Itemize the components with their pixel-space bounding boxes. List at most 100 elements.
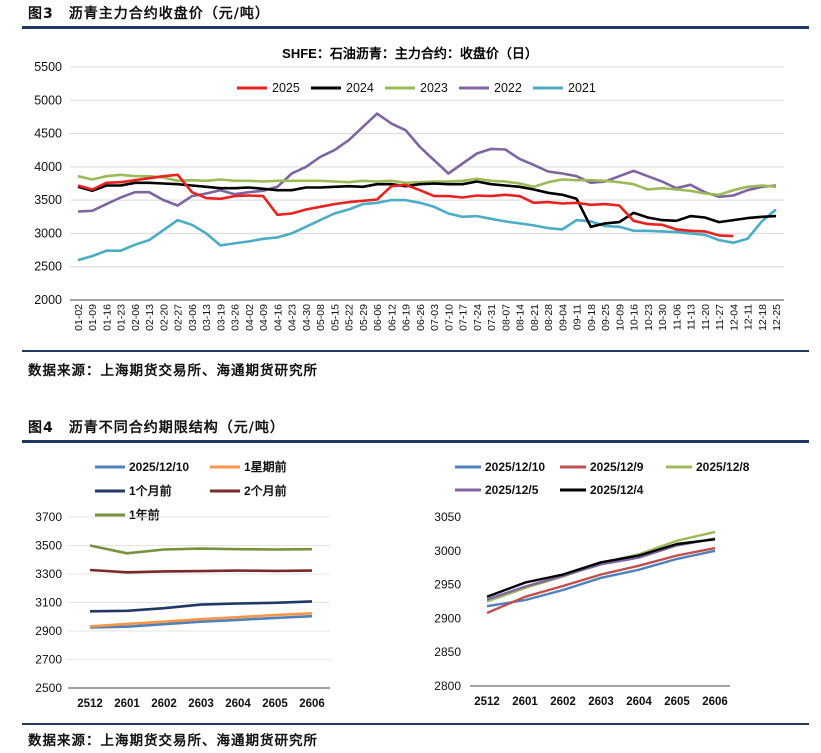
right-x-tick-label: 2606	[702, 696, 728, 708]
right-y-tick-label: 2850	[434, 645, 461, 659]
main-legend-label-2022: 2022	[494, 81, 522, 95]
main-y-tick-label: 4500	[34, 127, 62, 141]
main-x-tick-label: 04-30	[301, 304, 313, 331]
figure4-source: 数据来源：上海期货交易所、海通期货研究所	[28, 733, 318, 749]
main-x-tick-label: 12-04	[728, 304, 740, 331]
left-chart-gridlines	[68, 516, 330, 660]
main-x-tick-label: 08-28	[543, 304, 555, 331]
main-x-tick-label: 11-20	[700, 304, 712, 330]
right-y-tick-label: 2800	[434, 679, 461, 693]
main-x-tick-label: 03-06	[187, 304, 199, 331]
main-y-tick-label: 3000	[34, 226, 62, 240]
right-legend-label-2025/12/5: 2025/12/5	[485, 483, 539, 497]
right-x-tick-label: 2603	[588, 696, 614, 708]
main-chart-legend: 2025 2024 2023 2022 2021	[237, 81, 596, 95]
right-x-tick-label: 2604	[626, 696, 652, 708]
main-x-tick-label: 08-07	[500, 304, 512, 331]
main-series-line-2021	[77, 198, 777, 262]
main-legend-label-2024: 2024	[346, 81, 374, 95]
figure3-title: 图3 沥青主力合约收盘价（元/吨）	[28, 6, 270, 22]
main-x-tick-label: 10-23	[643, 304, 655, 331]
main-x-tick-label: 08-21	[529, 304, 541, 331]
left-series-line-1星期前	[89, 612, 313, 628]
main-x-tick-label: 01-16	[101, 304, 113, 331]
main-x-tick-label: 09-25	[600, 304, 612, 331]
right-y-tick-label: 2900	[434, 611, 461, 625]
right-x-tick-label: 2602	[550, 696, 576, 708]
left-y-tick-label: 3300	[35, 567, 62, 581]
main-x-tick-label: 11-27	[714, 304, 726, 330]
main-chart-x-tick-labels: 01-02 01-09 01-16 01-23 02-06 02-13 02-20 02-27…	[73, 304, 783, 331]
main-x-tick-label: 08-14	[515, 304, 527, 331]
right-chart-x-tick-labels: 2512 2601 2602 2603 2604 2605 2606	[474, 696, 728, 708]
main-x-tick-label: 12-25	[771, 304, 783, 331]
main-x-tick-label: 06-12	[386, 304, 398, 331]
figure4-bottom-rule	[22, 723, 809, 725]
left-y-tick-label: 3100	[35, 596, 62, 610]
figure3-title-rule	[22, 26, 809, 29]
left-series-line-2025/12/10	[89, 614, 313, 629]
left-legend-label-2个月前: 2个月前	[244, 483, 287, 498]
main-x-tick-label: 10-09	[614, 304, 626, 331]
main-x-tick-label: 02-06	[130, 304, 142, 331]
main-x-tick-label: 06-26	[415, 304, 427, 331]
left-legend-label-2025/12/10: 2025/12/10	[129, 460, 189, 474]
left-x-tick-label: 2605	[262, 698, 288, 710]
right-legend-label-2025/12/4: 2025/12/4	[590, 483, 644, 497]
main-x-tick-label: 11-06	[671, 304, 683, 330]
right-x-tick-label: 2605	[664, 696, 690, 708]
left-series-line-1年前	[89, 544, 313, 555]
left-x-tick-label: 2606	[299, 698, 325, 710]
main-x-tick-label: 04-09	[258, 304, 270, 331]
right-series-line-2025/12/10	[486, 549, 716, 608]
main-x-tick-label: 07-24	[472, 304, 484, 331]
main-x-tick-label: 01-09	[87, 304, 99, 331]
main-x-tick-label: 07-10	[443, 304, 455, 331]
main-x-tick-label: 10-16	[629, 304, 641, 331]
right-series-line-2025/12/4	[486, 538, 716, 598]
left-chart-legend: 2025/12/10 1星期前 1个月前 2个月前 1年前	[95, 459, 287, 522]
right-chart-y-tick-labels: 2800 2850 2900 2950 3000 3050	[434, 510, 461, 693]
right-x-tick-label: 2601	[512, 696, 538, 708]
left-y-tick-label: 2500	[35, 681, 62, 695]
main-legend-label-2025: 2025	[272, 81, 300, 95]
left-series-line-1个月前	[89, 600, 313, 613]
figure3-source: 数据来源：上海期货交易所、海通期货研究所	[28, 363, 318, 379]
main-x-tick-label: 09-04	[557, 304, 569, 331]
main-x-tick-label: 11-13	[686, 304, 698, 330]
main-chart-title: SHFE：石油沥青：主力合约：收盘价（日）	[282, 46, 538, 61]
main-y-tick-label: 3500	[34, 193, 62, 207]
right-series-line-2025/12/5	[486, 537, 716, 601]
left-legend-label-1个月前: 1个月前	[129, 483, 172, 498]
main-x-tick-label: 01-02	[73, 304, 85, 331]
left-chart-series	[89, 544, 313, 629]
figure3-bottom-rule	[22, 350, 809, 352]
main-series-line-2022	[77, 112, 777, 213]
main-series-line-2025	[77, 173, 734, 238]
right-chart-legend: 2025/12/10 2025/12/9 2025/12/8 2025/12/5 202…	[455, 460, 750, 497]
main-legend-label-2023: 2023	[420, 81, 448, 95]
main-x-tick-label: 04-16	[272, 304, 284, 331]
left-x-tick-label: 2603	[188, 698, 214, 710]
main-x-tick-label: 06-06	[372, 304, 384, 331]
main-x-tick-label: 07-31	[486, 304, 498, 331]
left-y-tick-label: 3700	[35, 510, 62, 524]
main-x-tick-label: 04-23	[287, 304, 299, 331]
main-x-tick-label: 05-22	[344, 304, 356, 331]
left-x-tick-label: 2602	[151, 698, 177, 710]
main-x-tick-label: 02-20	[158, 304, 170, 331]
main-x-tick-label: 09-18	[586, 304, 598, 331]
right-y-tick-label: 2950	[434, 578, 461, 592]
main-x-tick-label: 01-23	[116, 304, 128, 331]
right-legend-label-2025/12/9: 2025/12/9	[590, 460, 644, 474]
main-y-tick-label: 4000	[34, 160, 62, 174]
main-x-tick-label: 02-27	[173, 304, 185, 331]
figure4-title: 图4 沥青不同合约期限结构（元/吨）	[28, 420, 285, 436]
left-y-tick-label: 2700	[35, 653, 62, 667]
right-y-tick-label: 3050	[434, 510, 461, 524]
main-chart-y-tick-labels: 2000 2500 3000 3500 4000 4500 5000 5500	[34, 60, 62, 307]
main-chart-series	[77, 112, 777, 262]
main-x-tick-label: 05-29	[358, 304, 370, 331]
left-x-tick-label: 2601	[114, 698, 140, 710]
left-x-tick-label: 2604	[225, 698, 251, 710]
